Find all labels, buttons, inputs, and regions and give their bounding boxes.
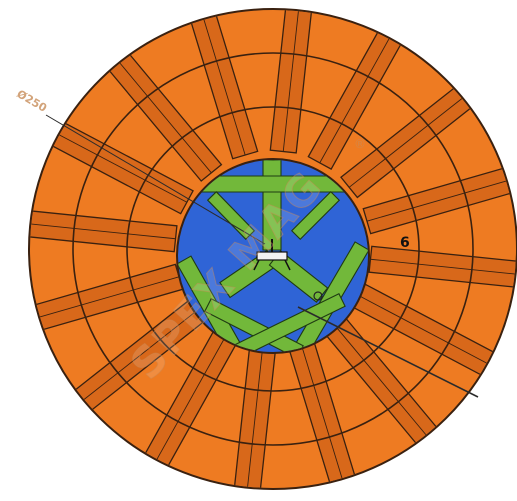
strip-seam — [30, 223, 176, 240]
strip-seam — [370, 258, 516, 275]
strip-seam — [247, 346, 264, 488]
hub-strap — [206, 191, 256, 240]
strip-seam — [300, 342, 343, 480]
hub-strap — [290, 190, 341, 241]
hub-strap — [219, 249, 278, 299]
strip-seam — [83, 310, 198, 401]
dimension-leader-line — [45, 114, 266, 245]
strip-seam — [58, 134, 188, 203]
marker-leader-line — [297, 306, 479, 398]
radial-strips — [30, 10, 516, 488]
strip-seam — [348, 97, 463, 188]
strip-seam — [119, 62, 212, 174]
strip-seam — [203, 18, 246, 156]
strip-seam — [319, 37, 390, 164]
watermark-trademark: ® — [354, 137, 366, 151]
hub-straps — [178, 160, 368, 352]
strip-seam — [156, 334, 227, 461]
pivot-marker — [313, 291, 323, 301]
hub-strap — [268, 250, 329, 303]
middle-ring-line — [126, 106, 420, 392]
part-marker-label: 6 — [400, 235, 410, 251]
dimension-label: Ø250 — [15, 87, 50, 115]
strip-seam — [334, 324, 427, 436]
strip-seam — [358, 295, 488, 364]
strip-seam — [282, 10, 299, 152]
outer-ring-line — [72, 52, 474, 446]
strip-seam — [38, 276, 180, 318]
hub-strap — [232, 292, 346, 352]
strip-seam — [366, 180, 508, 222]
clamp-icon — [253, 239, 291, 271]
